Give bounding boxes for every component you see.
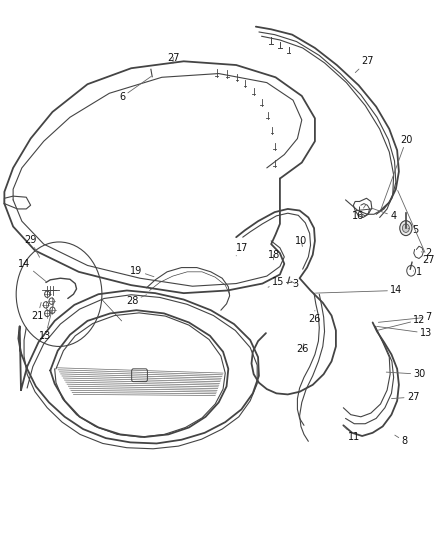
Text: 29: 29 [24,235,39,257]
Text: 6: 6 [119,77,151,102]
Text: 19: 19 [131,266,154,277]
Text: 12: 12 [378,315,426,330]
Text: 7: 7 [378,312,431,322]
Text: 8: 8 [395,435,408,446]
Text: 18: 18 [268,250,280,260]
Text: 28: 28 [126,295,147,306]
Text: 26: 26 [297,344,309,354]
Text: 20: 20 [381,135,413,209]
Text: 4: 4 [372,208,396,221]
Text: 5: 5 [408,225,418,235]
Text: 17: 17 [236,243,248,256]
Text: 15: 15 [268,278,284,287]
Text: 14: 14 [315,286,403,295]
Text: 27: 27 [392,392,419,402]
Text: 11: 11 [344,426,360,442]
Text: 13: 13 [39,301,54,341]
Circle shape [403,224,410,232]
Text: 27: 27 [167,53,180,63]
Circle shape [400,221,412,236]
Text: 1: 1 [413,267,423,277]
Text: 2: 2 [421,248,431,258]
Text: 14: 14 [18,259,46,281]
Text: 10: 10 [295,236,307,246]
Text: 13: 13 [377,326,432,338]
Text: 16: 16 [352,205,366,221]
Text: 21: 21 [32,303,44,320]
Text: 30: 30 [386,369,426,379]
Text: 26: 26 [308,311,321,324]
Text: 27: 27 [398,190,434,265]
Text: 3: 3 [291,279,298,288]
Text: 27: 27 [355,56,373,72]
